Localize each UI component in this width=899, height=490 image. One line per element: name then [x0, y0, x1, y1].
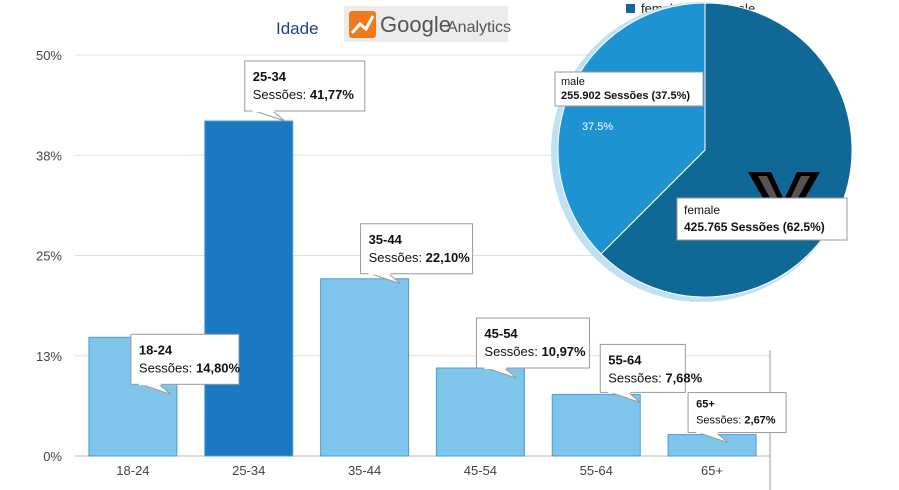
bar-55-64 — [551, 393, 641, 457]
y-tick-label: 13% — [36, 349, 62, 364]
tooltip-line: Sessões: 22,10% — [369, 250, 471, 265]
x-tick-label: 55-64 — [580, 463, 613, 478]
bar-35-44 — [320, 278, 410, 457]
tooltip-value: 425.765 Sessões (62.5%) — [684, 220, 825, 234]
tooltip-label: Sessões: — [696, 415, 744, 427]
bar-65+ — [667, 434, 757, 457]
tooltip-line: Sessões: 14,80% — [139, 360, 241, 375]
y-tick-label: 25% — [36, 249, 62, 264]
tooltip-pointer-mask — [696, 431, 719, 434]
tooltip-box — [676, 197, 848, 241]
pie-slice-label: 37.5% — [582, 121, 613, 133]
y-tick-label: 0% — [43, 449, 62, 464]
tooltip-line: Sessões: 2,67% — [696, 415, 776, 427]
tooltip-line: Sessões: 7,68% — [608, 370, 702, 385]
bar-25-34 — [204, 120, 294, 457]
v-logo-icon — [748, 172, 820, 224]
logo-brand-text: Google — [380, 12, 451, 37]
x-tick-label: 65+ — [701, 463, 723, 478]
tooltip-label: Sessões: — [139, 360, 196, 375]
tooltip-box — [687, 392, 787, 434]
tooltip-35-44: 35-44 Sessões: 22,10% — [360, 223, 474, 285]
tooltip-label: Sessões: — [608, 370, 665, 385]
tooltip-value: 22,10% — [426, 250, 471, 265]
tooltip-label: Sessões: — [484, 344, 541, 359]
pie-tooltips: male 255.902 Sessões (37.5%) female 425.765… — [554, 71, 848, 241]
analytics-bars-icon — [349, 11, 376, 38]
tooltip-value: 2,67% — [744, 415, 775, 427]
logo-product-text: Analytics — [447, 19, 511, 36]
tooltip-line: Sessões: 10,97% — [484, 344, 586, 359]
y-tick-label: 50% — [36, 48, 62, 63]
x-tick-label: 25-34 — [232, 463, 265, 478]
tooltip-value: 10,97% — [542, 344, 587, 359]
pie-chart: 37.5% — [551, 2, 853, 302]
bar-45-54 — [435, 367, 525, 457]
tooltip-45-54: 45-54 Sessões: 10,97% — [475, 317, 590, 379]
tooltip-18-24: 18-24 Sessões: 14,80% — [130, 333, 241, 395]
tooltip-box — [475, 317, 590, 369]
tooltip-line: Sessões: 41,77% — [253, 87, 355, 102]
bar-tooltips: 18-24 Sessões: 14,80% 25-34 Sessões: 41,77%… — [130, 60, 787, 444]
chart-heading: Idade — [276, 19, 319, 38]
tooltip-pointer-mask — [252, 110, 275, 113]
x-axis-ticks: 18-24 25-34 35-44 45-54 55-64 65+ — [116, 463, 723, 478]
bar-series — [88, 120, 757, 457]
tooltip-label: Sessões: — [369, 250, 426, 265]
tooltip-box — [130, 333, 240, 385]
tooltip-box — [599, 343, 686, 393]
tooltip-value: 7,68% — [665, 370, 702, 385]
pie-tooltip-male: male 255.902 Sessões (37.5%) — [554, 71, 704, 107]
tooltip-title: male — [561, 76, 585, 88]
tooltip-title: female — [684, 203, 720, 217]
x-tick-label: 18-24 — [116, 463, 149, 478]
tooltip-pointer-mask — [138, 383, 161, 386]
tooltip-pointer — [254, 110, 286, 122]
y-axis-ticks: 0% 13% 25% 38% 50% — [36, 48, 62, 464]
tooltip-box — [360, 223, 474, 275]
tooltip-value: 255.902 Sessões (37.5%) — [561, 90, 690, 102]
google-analytics-logo: Google Analytics — [344, 6, 511, 42]
tooltip-box — [244, 60, 366, 112]
tooltip-65+: 65+ Sessões: 2,67% — [687, 392, 787, 444]
pie-tooltip-female: female 425.765 Sessões (62.5%) — [676, 197, 848, 241]
tooltip-pointer-mask — [484, 367, 507, 370]
tooltip-title: 35-44 — [369, 232, 403, 247]
tooltip-label: Sessões: — [253, 87, 310, 102]
tooltip-55-64: 55-64 Sessões: 7,68% — [599, 343, 703, 403]
tooltip-title: 55-64 — [608, 352, 642, 367]
tooltip-title: 25-34 — [253, 69, 287, 84]
tooltip-25-34: 25-34 Sessões: 41,77% — [244, 60, 366, 122]
tooltip-title: 65+ — [696, 399, 715, 411]
tooltip-value: 14,80% — [196, 360, 241, 375]
legend-swatch-female — [626, 4, 635, 13]
x-tick-label: 45-54 — [464, 463, 497, 478]
tooltip-pointer-mask — [368, 272, 391, 275]
tooltip-value: 41,77% — [310, 87, 355, 102]
y-tick-label: 38% — [36, 148, 62, 163]
tooltip-title: 45-54 — [484, 326, 518, 341]
tooltip-box — [554, 71, 704, 107]
tooltip-pointer-mask — [608, 391, 631, 394]
tooltip-title: 18-24 — [139, 342, 173, 357]
x-tick-label: 35-44 — [348, 463, 381, 478]
